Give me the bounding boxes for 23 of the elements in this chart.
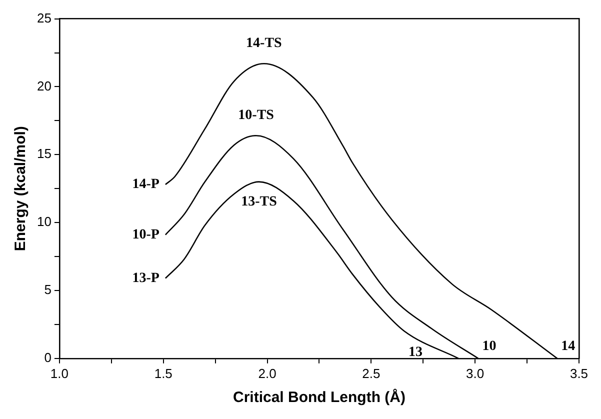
y-axis-title: Energy (kcal/mol) xyxy=(12,126,30,252)
y-tick-label: 15 xyxy=(36,146,52,162)
annotation: 14 xyxy=(561,339,576,354)
x-tick-label: 1.5 xyxy=(154,366,172,381)
x-tick-label: 3.0 xyxy=(466,366,484,381)
y-tick-label: 5 xyxy=(44,282,52,298)
x-axis-title: Critical Bond Length (Å) xyxy=(232,388,406,406)
x-tick-label: 3.5 xyxy=(570,366,588,381)
y-tick-label: 20 xyxy=(36,78,52,94)
annotation: 13-TS xyxy=(241,194,278,210)
annotation: 10-TS xyxy=(238,108,274,124)
y-tick-label: 25 xyxy=(36,10,52,26)
annotation: 10-P xyxy=(132,227,160,242)
annotation: 13 xyxy=(408,345,422,360)
x-tick-label: 1.0 xyxy=(50,366,68,381)
x-tick-label: 2.0 xyxy=(258,366,276,381)
annotation: 13-P xyxy=(132,270,160,286)
x-tick-label: 2.5 xyxy=(362,366,380,381)
annotation: 14-TS xyxy=(246,36,282,52)
y-tick-label: 10 xyxy=(36,214,52,230)
annotation: 10 xyxy=(482,339,496,354)
annotation: 14-P xyxy=(132,177,160,192)
y-tick-label: 0 xyxy=(44,350,52,365)
